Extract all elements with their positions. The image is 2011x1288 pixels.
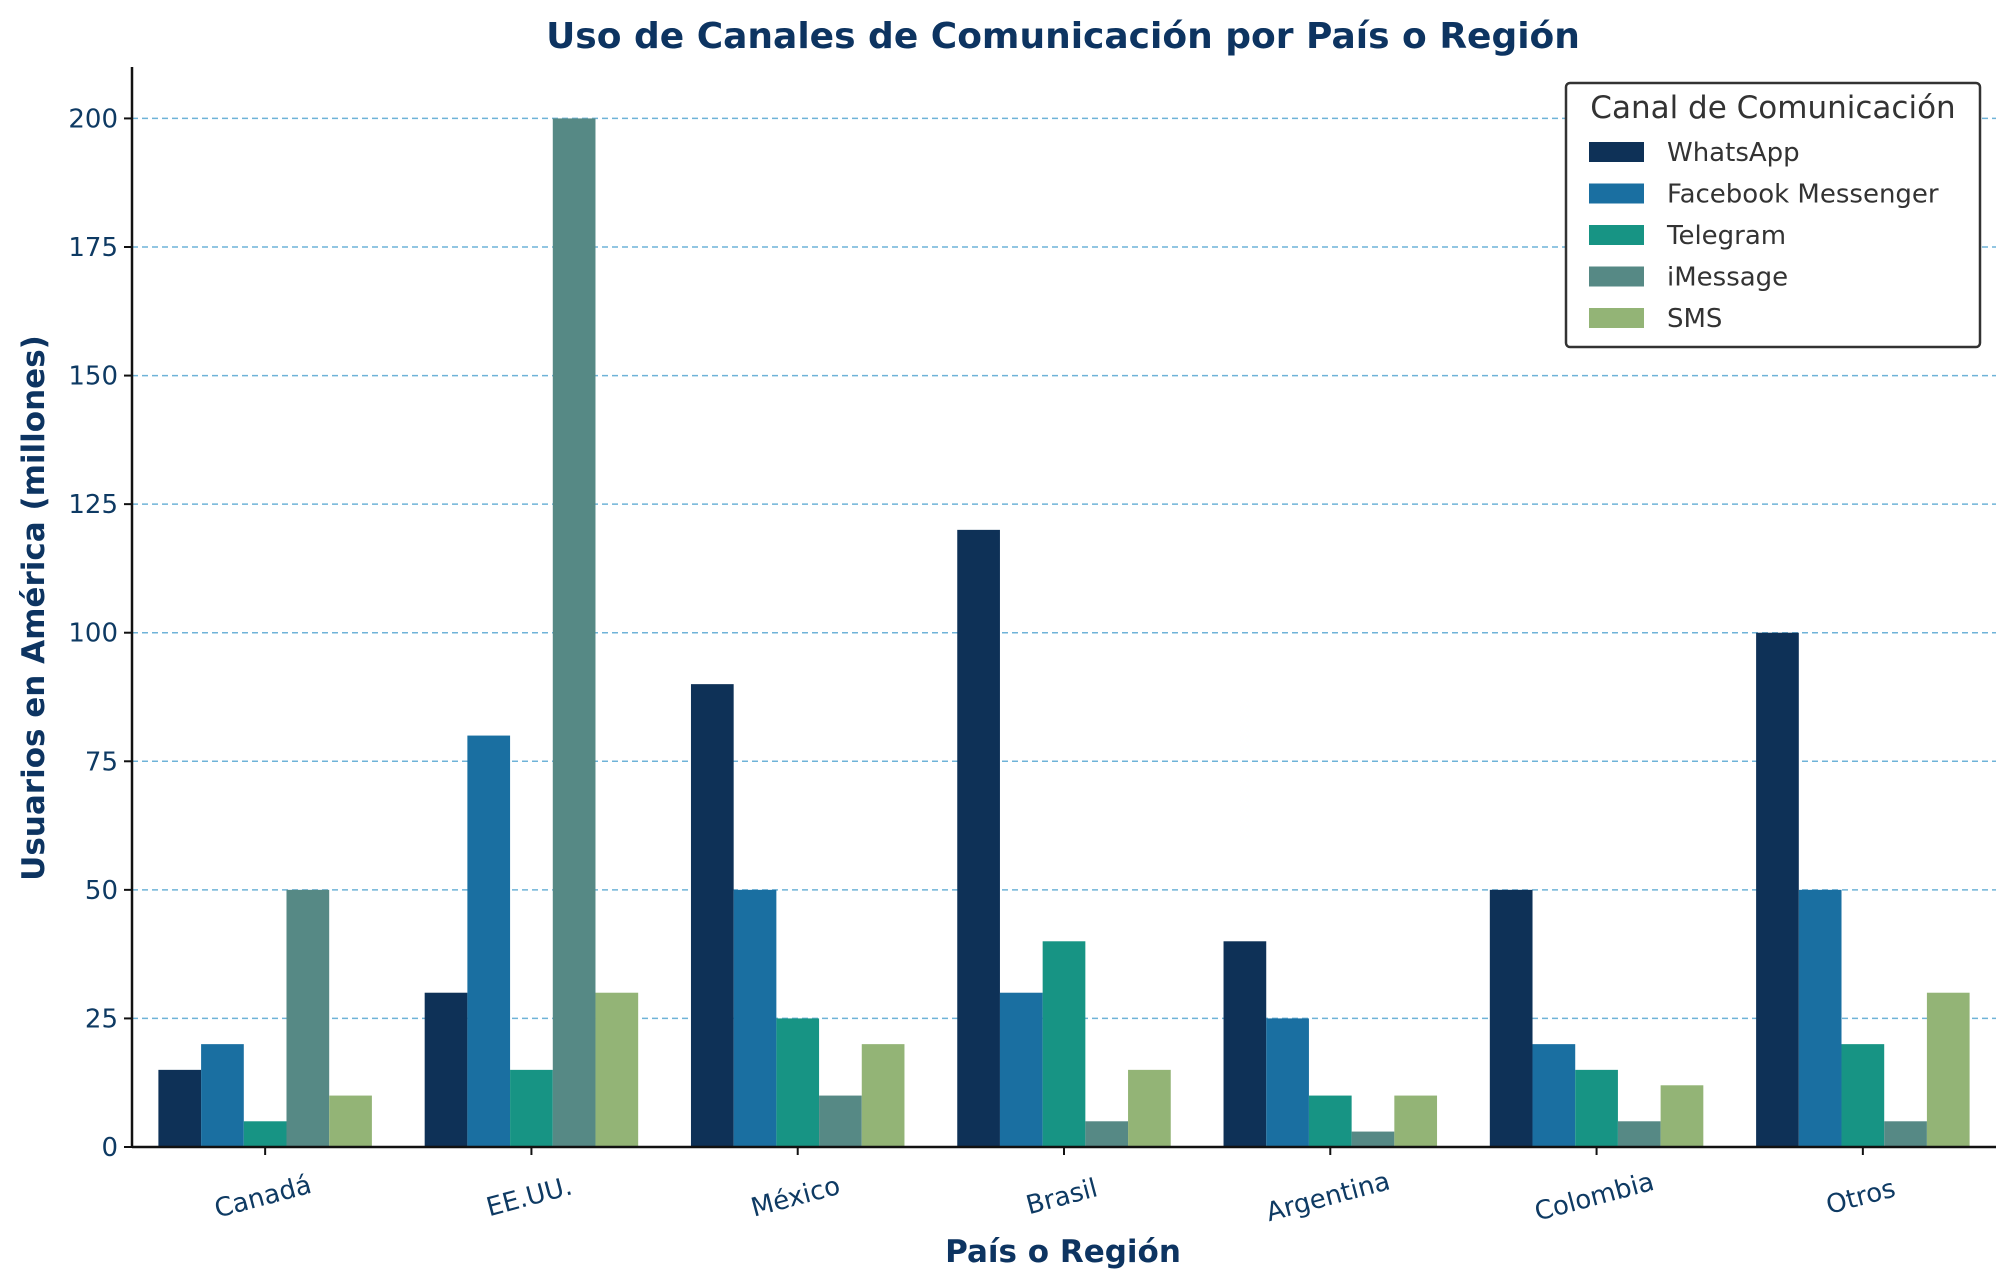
bar-facebook-messenger-1: EE.UU. – Facebook Messenger: 80 (467, 735, 511, 1147)
y-axis-title: Usuarios en América (millones) (16, 335, 52, 881)
legend: Canal de Comunicación WhatsApp Facebook M… (1564, 81, 1982, 349)
bar-sms-5: Colombia – SMS: 12 (1660, 1085, 1704, 1147)
legend-swatch (1589, 183, 1644, 204)
bar-telegram-5: Colombia – Telegram: 15 (1575, 1069, 1618, 1147)
y-axis-ticks: 0 25 50 75 100 125 150 175 200 (68, 104, 132, 1163)
bar-telegram-6: Otros – Telegram: 20 (1841, 1044, 1885, 1147)
bar-sms-1: EE.UU. – SMS: 30 (595, 992, 639, 1147)
bar-sms-2: México – SMS: 20 (861, 1044, 905, 1147)
bar-sms-3: Brasil – SMS: 15 (1128, 1069, 1171, 1147)
y-tick-label: 175 (68, 233, 118, 263)
legend-swatch (1589, 142, 1644, 162)
x-tick-label: Argentina (1263, 1166, 1393, 1228)
bar-facebook-messenger-2: México – Facebook Messenger: 50 (733, 889, 777, 1147)
legend-box (1564, 81, 1982, 349)
y-tick-label: 125 (68, 490, 118, 520)
bars: Canadá – WhatsApp: 15Canadá – Facebook M… (158, 118, 1970, 1147)
x-tick-label: EE.UU. (483, 1171, 575, 1223)
grid-lines (132, 117, 1996, 1020)
x-tick-label: México (748, 1171, 843, 1223)
y-tick-label: 75 (85, 747, 118, 777)
x-tick-label: Otros (1823, 1174, 1899, 1221)
legend-label: iMessage (1667, 263, 1788, 293)
bar-sms-6: Otros – SMS: 30 (1926, 992, 1970, 1147)
bar-imessage-5: Colombia – iMessage: 5 (1617, 1121, 1661, 1147)
bar-facebook-messenger-6: Otros – Facebook Messenger: 50 (1798, 889, 1842, 1147)
bar-imessage-6: Otros – iMessage: 5 (1884, 1121, 1927, 1147)
y-tick-label: 150 (68, 362, 118, 392)
bar-whatsapp-4: Argentina – WhatsApp: 40 (1223, 941, 1267, 1147)
legend-label: Facebook Messenger (1667, 180, 1939, 210)
legend-swatch (1589, 266, 1644, 287)
legend-items: WhatsApp Facebook Messenger Telegram iMessa… (1589, 138, 1939, 334)
legend-label: Telegram (1666, 221, 1786, 251)
bar-imessage-2: México – iMessage: 10 (819, 1095, 862, 1147)
bar-facebook-messenger-3: Brasil – Facebook Messenger: 30 (999, 992, 1043, 1147)
y-tick-label: 0 (101, 1133, 118, 1163)
y-tick-label: 100 (68, 619, 118, 649)
y-tick-label: 25 (85, 1004, 118, 1034)
legend-title: Canal de Comunicación (1590, 90, 1955, 126)
x-tick-label: Colombia (1532, 1167, 1658, 1228)
bar-telegram-2: México – Telegram: 25 (776, 1018, 820, 1147)
bar-imessage-4: Argentina – iMessage: 3 (1351, 1131, 1395, 1147)
bar-whatsapp-5: Colombia – WhatsApp: 50 (1489, 889, 1533, 1147)
bar-telegram-0: Canadá – Telegram: 5 (243, 1121, 287, 1147)
bar-sms-0: Canadá – SMS: 10 (329, 1095, 372, 1147)
bar-imessage-0: Canadá – iMessage: 50 (286, 889, 330, 1147)
bar-whatsapp-0: Canadá – WhatsApp: 15 (158, 1069, 202, 1147)
bar-whatsapp-1: EE.UU. – WhatsApp: 30 (424, 992, 468, 1147)
bar-telegram-1: EE.UU. – Telegram: 15 (510, 1069, 553, 1147)
legend-swatch (1589, 225, 1644, 245)
y-tick-label: 200 (68, 104, 118, 134)
bar-imessage-3: Brasil – iMessage: 5 (1085, 1121, 1129, 1147)
bar-telegram-3: Brasil – Telegram: 40 (1042, 941, 1086, 1147)
legend-swatch (1589, 308, 1644, 328)
y-tick-label: 50 (85, 876, 118, 906)
x-tick-label: Canadá (211, 1170, 314, 1225)
bar-telegram-4: Argentina – Telegram: 10 (1308, 1095, 1352, 1147)
bar-facebook-messenger-4: Argentina – Facebook Messenger: 25 (1266, 1018, 1309, 1147)
bar-whatsapp-6: Otros – WhatsApp: 100 (1756, 632, 1799, 1147)
bar-facebook-messenger-5: Colombia – Facebook Messenger: 20 (1532, 1044, 1576, 1147)
chart-title: Uso de Canales de Comunicación por País … (546, 16, 1580, 57)
bar-imessage-1: EE.UU. – iMessage: 200 (552, 118, 596, 1147)
bar-whatsapp-2: México – WhatsApp: 90 (690, 684, 734, 1147)
x-axis-title: País o Región (945, 1234, 1181, 1270)
bar-facebook-messenger-0: Canadá – Facebook Messenger: 20 (201, 1044, 244, 1147)
legend-label: SMS (1667, 304, 1722, 334)
bar-sms-4: Argentina – SMS: 10 (1394, 1095, 1438, 1147)
x-tick-label: Brasil (1023, 1173, 1101, 1221)
x-axis-ticks: Canadá EE.UU. México Brasil Argentina Colombi… (211, 1147, 1899, 1228)
legend-label: WhatsApp (1667, 138, 1800, 168)
bar-whatsapp-3: Brasil – WhatsApp: 120 (957, 529, 1000, 1147)
